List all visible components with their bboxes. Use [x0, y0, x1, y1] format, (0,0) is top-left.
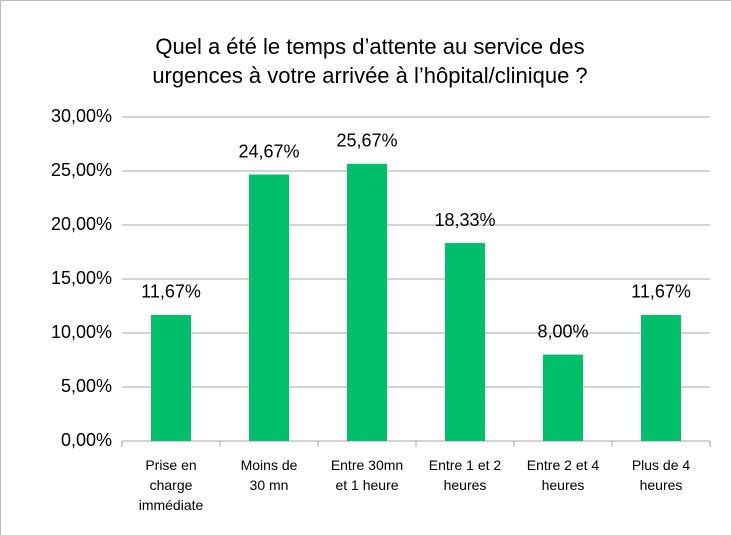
y-tick-label: 25,00%: [51, 160, 112, 180]
x-tick-label: Moins de 30 mn: [240, 457, 298, 493]
bar: [445, 243, 485, 441]
bar: [543, 354, 583, 441]
x-tick-label: Entre 30mn et 1 heure: [330, 457, 404, 493]
bar: [249, 174, 289, 441]
data-label: 8,00%: [537, 321, 588, 341]
x-tick-label: Entre 2 et 4 heures: [526, 457, 600, 493]
bar: [641, 314, 681, 441]
data-label: 11,67%: [631, 282, 691, 302]
data-label: 18,33%: [434, 210, 495, 230]
x-tick-label: Prise en charge immédiate: [138, 457, 204, 513]
bar: [151, 314, 191, 441]
x-tick-label: Plus de 4 heures: [631, 457, 691, 493]
y-tick-label: 5,00%: [61, 376, 112, 396]
x-tick-label: Entre 1 et 2 heures: [428, 457, 502, 493]
data-label: 11,67%: [141, 282, 201, 302]
y-tick-label: 0,00%: [61, 430, 112, 450]
data-label: 25,67%: [336, 131, 397, 151]
y-tick-label: 15,00%: [51, 268, 112, 288]
bar: [347, 163, 387, 441]
chart-title: Quel a été le temps d’attente au service…: [152, 34, 588, 88]
y-tick-label: 30,00%: [51, 106, 112, 126]
y-tick-label: 20,00%: [51, 214, 112, 234]
y-tick-label: 10,00%: [51, 322, 112, 342]
data-label: 24,67%: [238, 141, 299, 161]
